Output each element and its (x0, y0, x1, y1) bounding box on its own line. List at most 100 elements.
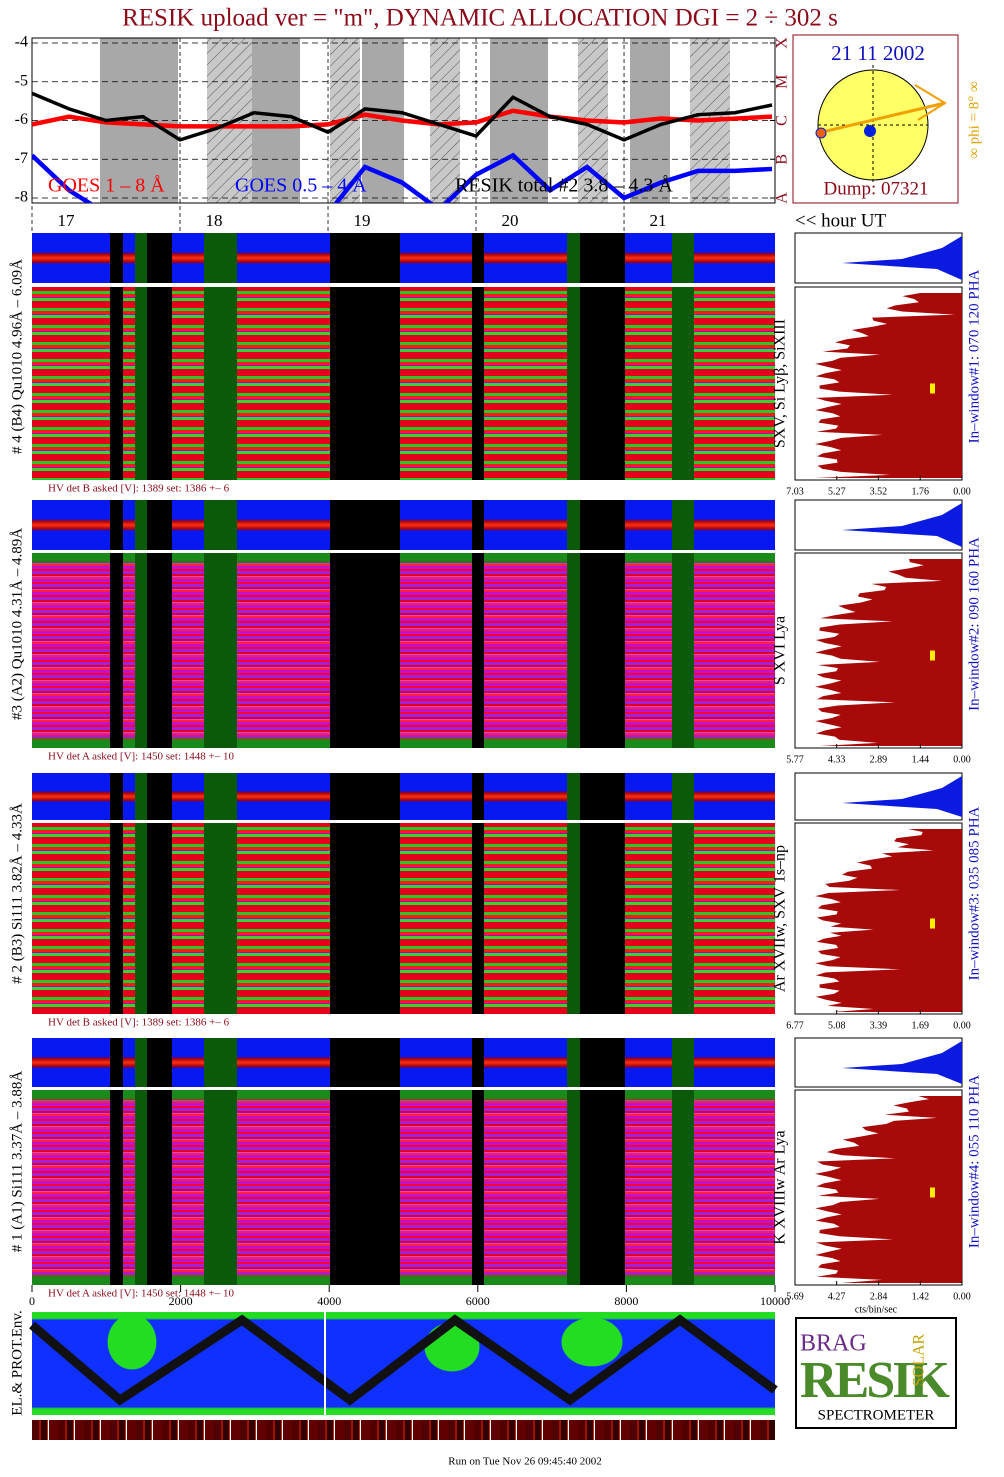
legend-entry: GOES 1 – 8 Å (48, 175, 165, 197)
hv-label: HV det B asked [V]: 1389 set: 1386 +– 6 (48, 483, 230, 495)
night-bands (100, 38, 730, 203)
line-label: K XVIIIw Ar Lya (772, 1130, 789, 1244)
hist-strip (842, 1041, 962, 1084)
spectrogram-strip (32, 1038, 775, 1087)
x-tick-label: 17 (58, 211, 76, 230)
spectrogram (32, 287, 775, 480)
line-label: S XVI Lya (772, 616, 789, 685)
window-label: In–window#1: 070 120 PHA (966, 269, 982, 443)
hist-area (815, 559, 962, 746)
line-label: SXV, Si Lyβ, SiXIII (772, 319, 789, 448)
bottom-tick-label: 8000 (614, 1294, 638, 1308)
hist-tick-label: 0.00 (953, 754, 971, 765)
hist-tick-label: 1.44 (912, 754, 930, 765)
hist-strip (842, 503, 962, 547)
sun-dump: Dump: 07321 (823, 178, 928, 199)
detector-label: # 4 (B4) Qu1010 4.96Å – 6.09Å (9, 259, 25, 454)
line-label: Ar XVIIw, SXV 1s–np (772, 845, 789, 992)
legend-entry: GOES 0.5 – 4 Å (235, 175, 367, 197)
x-tick-label: 21 (650, 211, 667, 230)
hist-tick-label: 2.84 (870, 1291, 888, 1302)
count-bar (32, 1420, 775, 1440)
bottom-tick-label: 4000 (317, 1294, 341, 1308)
window-label: In–window#4: 055 110 PHA (966, 1075, 982, 1248)
env-label: EL.& PROT.Env. (9, 1310, 25, 1415)
logo-main: RESIK (800, 1352, 951, 1409)
y2-tick-label: B (774, 154, 791, 165)
y-tick-label: -8 (15, 189, 28, 206)
detector-label: # 2 (B3) Si111 3.82Å – 4.33Å (9, 803, 25, 984)
y-tick-label: -4 (15, 34, 28, 51)
spectrogram-strip (32, 773, 775, 820)
logo: BRAG RESIK SOLAR SPECTROMETER (795, 1317, 957, 1429)
bottom-tick-label: 2000 (169, 1294, 193, 1308)
bottom-tick-label: 0 (29, 1294, 35, 1308)
spectrogram (32, 1090, 775, 1285)
y2-tick-label: X (774, 37, 791, 49)
y-tick-label: -5 (15, 72, 28, 89)
hist-tick-label: 1.42 (912, 1291, 930, 1302)
hist-tick-label: 5.08 (828, 1020, 846, 1031)
hv-label: HV det A asked [V]: 1450 set: 1448 +– 10 (48, 1288, 234, 1300)
hv-label: HV det B asked [V]: 1389 set: 1386 +– 6 (48, 1017, 230, 1029)
hist-tick-label: 1.69 (912, 1020, 930, 1031)
footer: Run on Tue Nov 26 09:45:40 2002 (448, 1456, 601, 1468)
hist-tick-label: 1.76 (911, 486, 929, 497)
window-label: In–window#2: 090 160 PHA (966, 537, 982, 711)
hist-strip (842, 776, 962, 817)
hist-tick-label: 5.27 (828, 486, 846, 497)
logo-bottom: SPECTROMETER (818, 1407, 935, 1423)
sun-phi: ∞ phi = 8° ∞ (966, 81, 982, 159)
spectrogram-strip (32, 233, 775, 283)
hist-tick-label: 7.03 (786, 486, 804, 497)
hist-tick-label: 6.77 (786, 1020, 804, 1031)
hist-tick-label: 2.89 (870, 754, 888, 765)
detector-label: # 1 (A1) Si111 3.37Å – 3.88Å (9, 1071, 25, 1253)
hist-marker (930, 650, 935, 661)
hist-area (815, 1096, 962, 1283)
spectrogram (32, 553, 775, 748)
x-tick-label: 19 (354, 211, 371, 230)
series-group (32, 91, 773, 142)
sun-date: 21 11 2002 (831, 41, 925, 65)
x-axis-label: << hour UT (795, 210, 886, 231)
series-group (32, 152, 773, 203)
x-tick-label: 20 (502, 211, 519, 230)
detector-label: #3 (A2) Qu1010 4.31Å – 4.89Å (9, 528, 25, 720)
spectrogram (32, 823, 775, 1014)
hist-marker (930, 1187, 935, 1198)
hist-tick-label: 3.39 (870, 1020, 888, 1031)
hist-marker (930, 918, 935, 929)
hist-strip (842, 236, 962, 280)
hist-xlabel: cts/bin/sec (855, 1304, 898, 1315)
series-line (32, 91, 773, 142)
hist-tick-label: 3.52 (870, 486, 888, 497)
hist-tick-label: 0.00 (953, 1020, 971, 1031)
bottom-tick-label: 6000 (466, 1294, 490, 1308)
hist-tick-label: 0.00 (953, 1291, 971, 1302)
y-tick-label: -7 (15, 150, 28, 167)
hist-tick-label: 4.27 (828, 1291, 846, 1302)
hist-tick-label: 4.33 (828, 754, 846, 765)
bottom-tick-label: 10000 (760, 1294, 790, 1308)
hist-area (815, 829, 962, 1012)
spectrogram-strip (32, 500, 775, 550)
hist-tick-label: 5.77 (786, 754, 804, 765)
window-label: In–window#3: 035 085 PHA (966, 806, 982, 980)
hist-marker (930, 383, 935, 394)
x-tick-label: 18 (206, 211, 223, 230)
title: RESIK upload ver = "m", DYNAMIC ALLOCATI… (122, 5, 838, 32)
sun-panel (792, 34, 959, 204)
hist-area (815, 293, 962, 478)
y-tick-label: -6 (15, 111, 28, 128)
y2-tick-label: A (774, 192, 791, 204)
logo-side: SOLAR (911, 1333, 928, 1386)
hist-tick-label: 0.00 (953, 486, 971, 497)
orbit-track (29, 1314, 778, 1406)
hv-label: HV det A asked [V]: 1450 set: 1448 +– 10 (48, 751, 234, 763)
hist-tick-label: 5.69 (786, 1291, 804, 1302)
y2-tick-label: C (774, 115, 791, 126)
y2-tick-label: M (774, 75, 791, 89)
